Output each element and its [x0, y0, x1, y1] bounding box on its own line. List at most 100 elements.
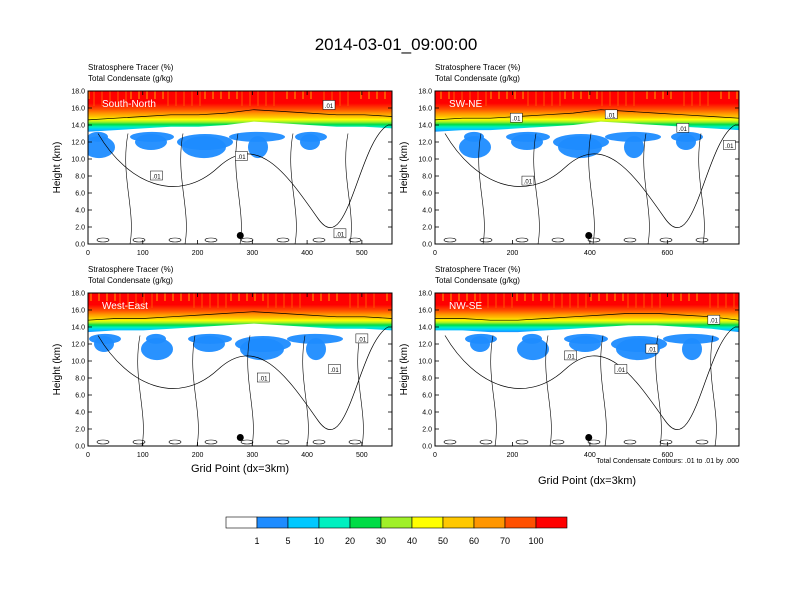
- tracer-streak: [680, 293, 682, 301]
- tracer-streak: [336, 293, 338, 301]
- field-label-tracer: Stratosphere Tracer (%): [435, 265, 521, 274]
- y-tick-label: 6.0: [75, 191, 85, 198]
- tracer-streak: [164, 293, 166, 301]
- contour-label: .01: [336, 232, 345, 238]
- tracer-streak: [659, 293, 661, 308]
- tracer-streak: [453, 91, 455, 106]
- tracer-streak: [273, 91, 275, 106]
- tracer-streak: [572, 91, 574, 99]
- condensate-contour: [444, 124, 736, 228]
- y-tick-label: 0.0: [75, 242, 85, 249]
- contour-label-box: [322, 100, 336, 110]
- tracer-streak: [633, 91, 635, 106]
- condensate-contour: [312, 439, 326, 445]
- y-tick-label: 18.0: [71, 89, 85, 96]
- tracer-streak: [440, 91, 442, 99]
- field-label-tracer: Stratosphere Tracer (%): [435, 63, 521, 72]
- tracer-blob: [517, 338, 549, 361]
- x-tick-label: 100: [137, 250, 149, 257]
- tracer-streak: [588, 91, 590, 99]
- contour-label: .01: [566, 354, 575, 360]
- tracer-streak: [577, 293, 579, 308]
- tracer-streak: [606, 293, 608, 301]
- tracer-streak: [209, 293, 211, 308]
- condensate-contour: [698, 133, 705, 244]
- y-tick-label: 2.0: [75, 225, 85, 232]
- tracer-streak: [125, 91, 127, 106]
- tracer-blob: [88, 136, 115, 159]
- y-tick-label: 16.0: [71, 106, 85, 113]
- x-tick-label: 400: [584, 452, 596, 459]
- tracer-streak: [511, 293, 513, 308]
- tracer-streak: [156, 293, 158, 301]
- field-label-condensate: Total Condensate (g/kg): [435, 276, 520, 285]
- tracer-streak: [225, 293, 227, 308]
- condensate-contour: [302, 335, 309, 446]
- tracer-blob: [295, 131, 327, 142]
- contour-label-box: [614, 364, 628, 374]
- condensate-contour: [659, 439, 673, 445]
- x-tick-label: 400: [301, 250, 313, 257]
- condensate-contour: [443, 237, 457, 243]
- tracer-blob: [671, 131, 703, 142]
- condensate-contour: [168, 439, 182, 445]
- colorbar-label: 20: [345, 536, 355, 546]
- tracer-streak: [146, 91, 148, 99]
- tracer-streak: [183, 91, 185, 106]
- tracer-streak: [135, 293, 137, 308]
- panel-label: NW-SE: [449, 301, 482, 312]
- colorbar-swatch: [318, 516, 351, 529]
- tracer-streak: [490, 91, 492, 99]
- x-tick-label: 500: [356, 452, 368, 459]
- tracer-blob: [235, 336, 291, 352]
- tracer-streak: [601, 91, 603, 106]
- y-tick-label: 6.0: [422, 191, 432, 198]
- y-tick-label: 6.0: [75, 393, 85, 400]
- y-tick-label: 12.0: [418, 140, 432, 147]
- condensate-contour: [312, 237, 326, 243]
- contour-label-box: [333, 228, 347, 239]
- x-tick-label: 300: [246, 250, 258, 257]
- tropopause-contour: [435, 313, 739, 321]
- colorbar-label: 70: [500, 536, 510, 546]
- y-axis-label: Height (km): [399, 344, 410, 396]
- tracer-streak: [188, 293, 190, 301]
- y-tick-label: 4.0: [75, 208, 85, 215]
- tracer-streak: [590, 293, 592, 301]
- tracer-streak: [119, 293, 121, 308]
- contour-label-box: [257, 372, 270, 383]
- contour-label-box: [328, 364, 341, 374]
- tracer-streak: [559, 91, 561, 106]
- tracer-blob: [682, 338, 702, 361]
- location-marker: [585, 434, 593, 441]
- tracer-streak: [294, 91, 296, 99]
- contour-label-box: [564, 350, 577, 361]
- tracer-streak: [283, 293, 285, 308]
- tracer-streak: [368, 91, 370, 99]
- condensate-contour: [247, 335, 254, 446]
- x-tick-label: 600: [662, 250, 674, 257]
- contour-label-box: [723, 140, 736, 150]
- tracer-streak: [458, 293, 460, 301]
- colorbar-swatch: [473, 516, 506, 529]
- condensate-contour: [587, 237, 601, 243]
- tracer-streak: [498, 91, 500, 99]
- y-tick-label: 2.0: [75, 427, 85, 434]
- x-axis-label-right: Grid Point (dx=3km): [538, 475, 636, 487]
- x-tick-label: 0: [86, 452, 90, 459]
- y-tick-label: 0.0: [422, 444, 432, 451]
- condensate-contour: [180, 133, 187, 244]
- condensate-contour: [204, 237, 218, 243]
- condensate-contour: [479, 439, 493, 445]
- tracer-blob: [141, 338, 173, 361]
- tracer-streak: [696, 293, 698, 301]
- field-label-condensate: Total Condensate (g/kg): [88, 276, 173, 285]
- contour-label-box: [150, 170, 163, 181]
- tracer-streak: [204, 91, 206, 99]
- tracer-streak: [212, 91, 214, 99]
- y-tick-label: 10.0: [418, 359, 432, 366]
- tracer-streak: [180, 293, 182, 301]
- tracer-streak: [162, 91, 164, 99]
- condensate-contour: [545, 335, 552, 446]
- y-tick-label: 0.0: [422, 242, 432, 249]
